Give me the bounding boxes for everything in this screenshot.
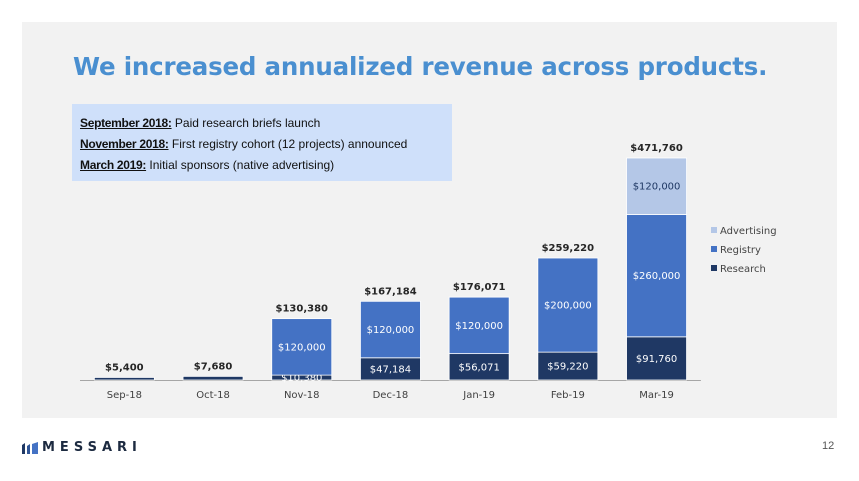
legend-item-registry: Registry <box>711 241 777 260</box>
milestone-item: March 2019: Initial sponsors (native adv… <box>80 155 452 176</box>
bar-segment-registry <box>626 214 687 338</box>
x-tick-label: Nov-18 <box>284 390 320 401</box>
x-tick-label: Sep-18 <box>107 390 142 401</box>
legend-item-advertising: Advertising <box>711 222 777 241</box>
legend-swatch <box>711 265 717 271</box>
legend-swatch <box>711 227 717 233</box>
legend-label: Advertising <box>720 226 777 237</box>
bar-segment-registry <box>360 300 421 359</box>
data-label-advertising: $120,000 <box>633 182 681 193</box>
chart-legend: Advertising Registry Research <box>711 222 777 279</box>
total-label: $5,400 <box>105 362 144 373</box>
messari-logo-icon <box>22 441 38 454</box>
total-label: $130,380 <box>275 304 328 315</box>
x-tick-label: Dec-18 <box>373 390 409 401</box>
bar-segment-registry <box>537 257 599 353</box>
data-label-registry: $120,000 <box>278 342 326 353</box>
total-label: $167,184 <box>364 286 417 297</box>
milestone-text: First registry cohort (12 projects) anno… <box>171 137 408 151</box>
bar-segment-research <box>626 336 687 381</box>
page-number: 12 <box>822 440 835 452</box>
data-label-research: $47,184 <box>370 364 411 375</box>
data-label-research: $91,760 <box>636 354 677 365</box>
data-label-research: $56,071 <box>458 362 499 373</box>
data-label-registry: $120,000 <box>455 321 503 332</box>
total-label: $259,220 <box>542 243 595 254</box>
bar-segment-research <box>93 377 155 381</box>
data-label-registry: $120,000 <box>367 325 415 336</box>
x-tick-label: Oct-18 <box>196 390 230 401</box>
total-label: $176,071 <box>453 282 506 293</box>
legend-label: Registry <box>720 245 761 256</box>
data-label-registry: $260,000 <box>633 271 681 282</box>
legend-label: Research <box>720 264 766 275</box>
slide-panel <box>22 22 837 418</box>
total-label: $7,680 <box>194 361 233 372</box>
messari-logo: MESSARI <box>22 440 142 455</box>
data-label-registry: $200,000 <box>544 301 592 312</box>
bar-segment-research <box>182 375 244 381</box>
milestone-date: March 2019: <box>80 158 147 172</box>
milestone-item: November 2018: First registry cohort (12… <box>80 134 452 155</box>
bar-segment-registry <box>271 318 333 376</box>
bar-segment-advertising <box>626 157 687 215</box>
logo-text: MESSARI <box>42 440 142 455</box>
milestone-date: September 2018: <box>80 116 172 130</box>
data-label-research: $59,220 <box>547 362 588 373</box>
milestone-item: September 2018: Paid research briefs lau… <box>80 113 452 134</box>
bar-segment-research <box>537 351 599 381</box>
x-tick-label: Mar-19 <box>639 390 674 401</box>
milestone-date: November 2018: <box>80 137 169 151</box>
milestone-text: Paid research briefs launch <box>174 116 321 130</box>
x-tick-label: Jan-19 <box>462 390 495 401</box>
milestones-callout: September 2018: Paid research briefs lau… <box>72 104 452 181</box>
data-label-research: $10,380 <box>281 373 322 384</box>
total-label: $471,760 <box>630 143 683 154</box>
legend-swatch <box>711 246 717 252</box>
milestone-text: Initial sponsors (native advertising) <box>149 158 335 172</box>
legend-item-research: Research <box>711 260 777 279</box>
x-tick-label: Feb-19 <box>551 390 585 401</box>
page-title: We increased annualized revenue across p… <box>73 52 768 81</box>
bar-segment-registry <box>448 296 510 355</box>
